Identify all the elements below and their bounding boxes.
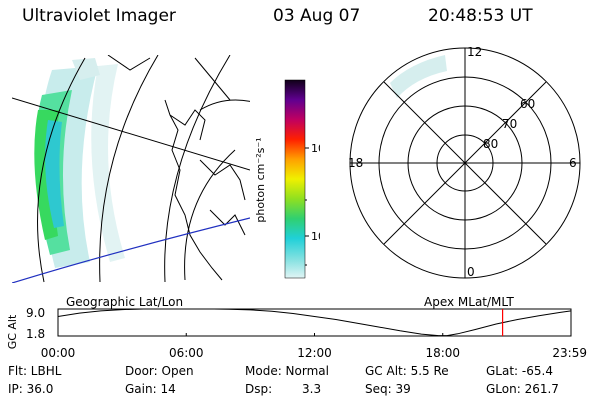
dsp-value: 3.3 [302, 382, 322, 396]
x-tick-label: 12:00 [297, 346, 332, 360]
gain-status: Gain: 14 [125, 382, 176, 396]
y-tick-9: 9.0 [26, 306, 45, 320]
ip-status: IP: 36.0 [8, 382, 54, 396]
filter-status: Flt: LBHL [8, 364, 62, 378]
colorbar-tick-100: 100 [311, 142, 320, 155]
polar-plot: 12 18 6 0 60 70 80 [348, 45, 581, 279]
glat-status: GLat: -65.4 [486, 364, 553, 378]
altitude-chart: GC Alt 9.0 1.8 00:00 06:00 12:00 18:00 23:59 [6, 306, 587, 360]
chart-frame [57, 308, 572, 337]
date-label: 03 Aug 07 [273, 6, 361, 26]
polar-aurora [390, 55, 447, 98]
door-status: Door: Open [125, 364, 194, 378]
lat-label-80: 80 [483, 137, 498, 151]
y-tick-1-8: 1.8 [26, 327, 45, 341]
x-tick-label: 18:00 [425, 346, 460, 360]
mlt-label-12: 12 [467, 45, 482, 59]
seq-status: Seq: 39 [365, 382, 411, 396]
aurora-emission [34, 58, 125, 268]
x-tick-label: 00:00 [41, 346, 76, 360]
gc-alt-status: GC Alt: 5.5 Re [365, 364, 449, 378]
x-tick-label: 06:00 [169, 346, 204, 360]
mlt-label-0: 0 [467, 265, 475, 279]
x-tick-label: 23:59 [552, 346, 587, 360]
apex-label: Apex MLat/MLT [424, 295, 514, 309]
lat-label-60: 60 [520, 97, 535, 111]
mode-status: Mode: Normal [245, 364, 329, 378]
mlt-label-6: 6 [569, 156, 577, 170]
chart-ylabel: GC Alt [6, 314, 19, 349]
dsp-label: Dsp: [245, 382, 273, 396]
altitude-series-line [57, 308, 572, 337]
lat-label-70: 70 [502, 117, 517, 131]
color-scale: photon cm⁻²s⁻¹ 100 10 [254, 79, 320, 279]
mlt-label-18: 18 [348, 156, 363, 170]
colorbar-unit-label: photon cm⁻²s⁻¹ [254, 137, 267, 222]
glon-status: GLon: 261.7 [486, 382, 559, 396]
colorbar-tick-10: 10 [311, 230, 320, 243]
instrument-title: Ultraviolet Imager [22, 6, 176, 26]
time-label: 20:48:53 UT [428, 6, 533, 26]
geographic-label: Geographic Lat/Lon [66, 295, 184, 309]
